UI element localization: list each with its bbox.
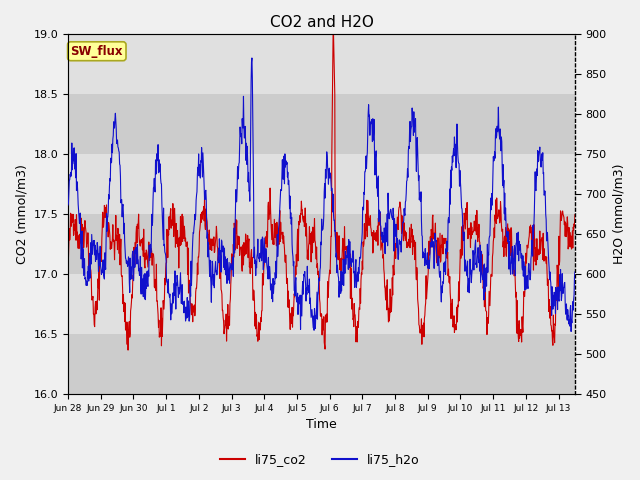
- Bar: [68, 94, 575, 154]
- Title: CO2 and H2O: CO2 and H2O: [269, 15, 373, 30]
- X-axis label: Time: Time: [306, 419, 337, 432]
- Bar: [68, 274, 575, 334]
- Bar: [68, 154, 575, 214]
- Legend: li75_co2, li75_h2o: li75_co2, li75_h2o: [215, 448, 425, 471]
- Bar: [68, 214, 575, 274]
- Y-axis label: H2O (mmol/m3): H2O (mmol/m3): [612, 164, 625, 264]
- Text: SW_flux: SW_flux: [70, 45, 123, 58]
- Y-axis label: CO2 (mmol/m3): CO2 (mmol/m3): [15, 164, 28, 264]
- Bar: [68, 334, 575, 394]
- Bar: [68, 34, 575, 94]
